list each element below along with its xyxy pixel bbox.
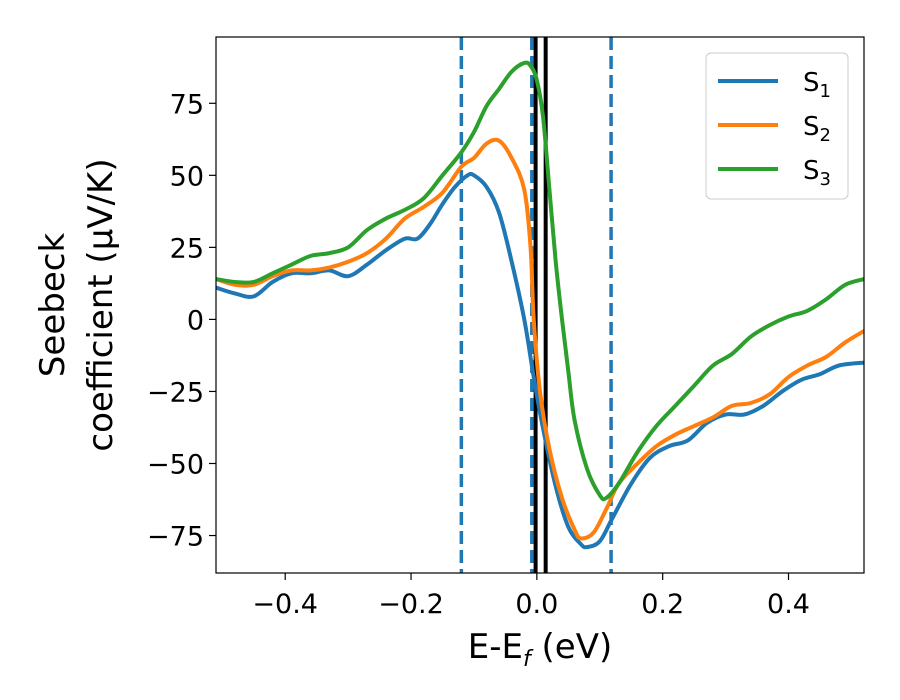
x-axis-label-main: E-E <box>468 627 523 667</box>
series-line-s2 <box>216 137 864 541</box>
legend-label-sub: 3 <box>820 169 831 190</box>
legend-label-sub: 2 <box>820 125 831 146</box>
x-tick-label: 0.0 <box>515 589 558 620</box>
y-tick-label: −75 <box>147 522 204 553</box>
plot-frame <box>215 36 865 574</box>
legend-label-s2: S2 <box>803 112 831 146</box>
y-tick-label: −50 <box>147 449 204 480</box>
y-tick-label: 25 <box>170 233 204 264</box>
x-axis-label-unit: (eV) <box>531 627 613 667</box>
series-line-s1 <box>216 171 864 550</box>
x-tick-label: −0.4 <box>252 589 318 620</box>
x-tick-label: 0.2 <box>641 589 684 620</box>
legend-label-main: S <box>803 112 820 142</box>
series-lines <box>216 60 864 550</box>
x-tick-label: −0.2 <box>378 589 444 620</box>
x-tick-label: 0.4 <box>767 589 810 620</box>
legend-label-main: S <box>803 156 820 186</box>
x-axis-label-sub: f <box>523 647 534 672</box>
y-tick-label: 0 <box>187 305 204 336</box>
y-axis-label-line1: Seebeck <box>33 233 73 378</box>
y-axis-ticks: −75 −50 −25 0 25 50 75 <box>147 89 216 553</box>
y-tick-label: −25 <box>147 377 204 408</box>
y-tick-label: 50 <box>170 161 204 192</box>
legend-label-main: S <box>803 68 820 98</box>
y-axis-label-line2: coefficient (μV/K) <box>81 158 121 451</box>
legend-label-s3: S3 <box>803 156 831 190</box>
legend-label-sub: 1 <box>820 81 831 102</box>
x-axis-label: E-Ef (eV) <box>468 627 613 672</box>
series-line-s3 <box>216 60 864 502</box>
legend-label-s1: S1 <box>803 68 831 102</box>
y-tick-label: 75 <box>170 89 204 120</box>
x-axis-ticks: −0.4 −0.2 0.0 0.2 0.4 <box>252 573 810 620</box>
